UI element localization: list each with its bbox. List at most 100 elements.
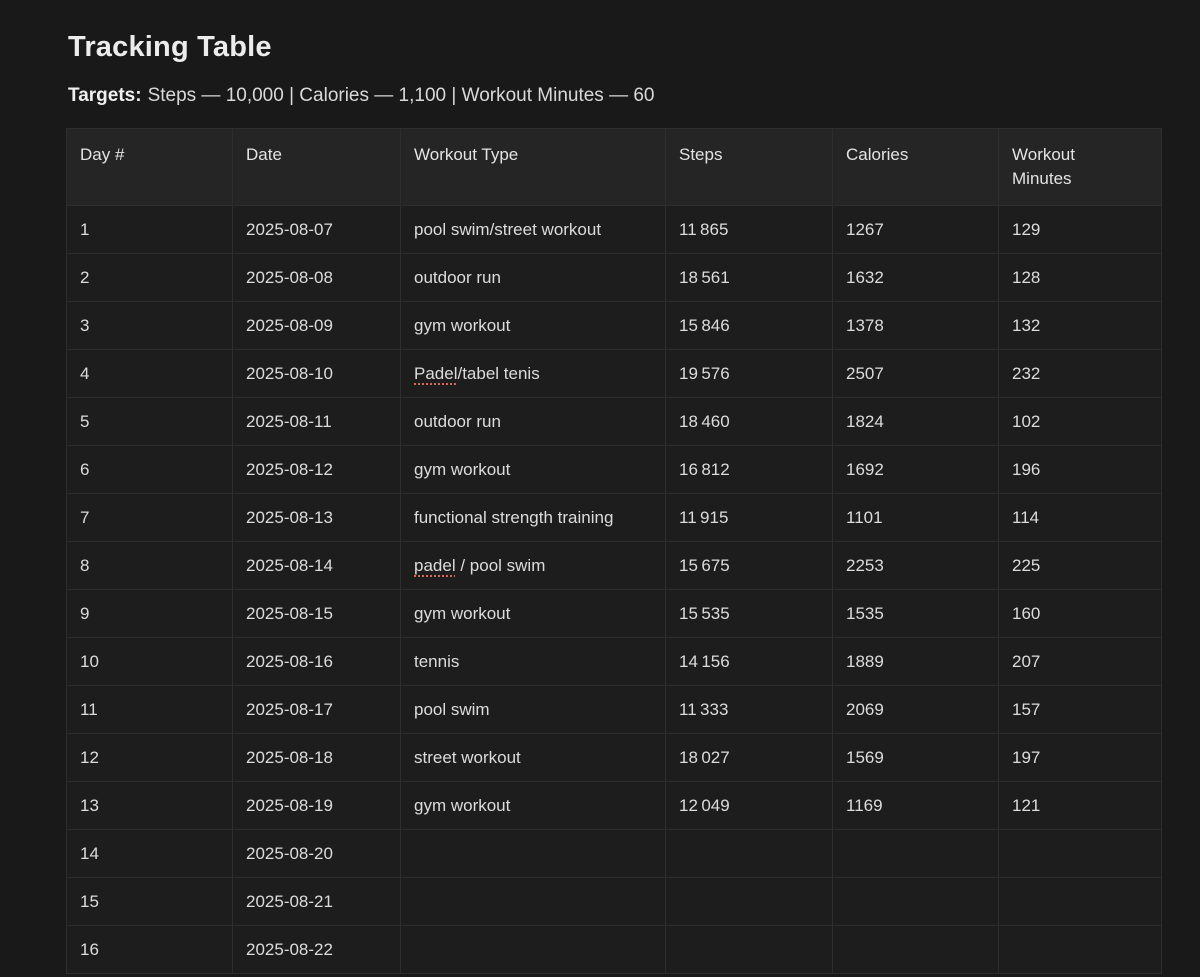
cell-date[interactable]: 2025-08-14 — [232, 541, 401, 590]
cell-workout-type[interactable]: gym workout — [400, 781, 666, 830]
cell-calories[interactable]: 2069 — [832, 685, 999, 734]
cell-workout-minutes[interactable] — [998, 925, 1162, 974]
column-header-calories[interactable]: Calories — [832, 128, 999, 206]
cell-workout-type[interactable]: pool swim — [400, 685, 666, 734]
cell-day[interactable]: 8 — [66, 541, 233, 590]
cell-calories[interactable]: 1267 — [832, 205, 999, 254]
cell-workout-minutes[interactable] — [998, 877, 1162, 926]
cell-day[interactable]: 11 — [66, 685, 233, 734]
cell-steps[interactable]: 16 812 — [665, 445, 833, 494]
cell-workout-minutes[interactable]: 207 — [998, 637, 1162, 686]
cell-date[interactable]: 2025-08-12 — [232, 445, 401, 494]
cell-workout-type[interactable]: Padel/tabel tenis — [400, 349, 666, 398]
cell-workout-minutes[interactable]: 128 — [998, 253, 1162, 302]
cell-workout-minutes[interactable]: 197 — [998, 733, 1162, 782]
cell-date[interactable]: 2025-08-08 — [232, 253, 401, 302]
column-header-workout-minutes[interactable]: Workout Minutes — [998, 128, 1162, 206]
cell-day[interactable]: 7 — [66, 493, 233, 542]
cell-workout-type[interactable] — [400, 829, 666, 878]
cell-date[interactable]: 2025-08-16 — [232, 637, 401, 686]
cell-date[interactable]: 2025-08-09 — [232, 301, 401, 350]
cell-steps[interactable]: 11 915 — [665, 493, 833, 542]
cell-date[interactable]: 2025-08-19 — [232, 781, 401, 830]
cell-day[interactable]: 3 — [66, 301, 233, 350]
cell-steps[interactable]: 18 460 — [665, 397, 833, 446]
cell-steps[interactable]: 15 675 — [665, 541, 833, 590]
cell-steps[interactable]: 14 156 — [665, 637, 833, 686]
cell-calories[interactable] — [832, 925, 999, 974]
cell-day[interactable]: 2 — [66, 253, 233, 302]
cell-date[interactable]: 2025-08-13 — [232, 493, 401, 542]
cell-steps[interactable]: 12 049 — [665, 781, 833, 830]
cell-date[interactable]: 2025-08-22 — [232, 925, 401, 974]
cell-date[interactable]: 2025-08-20 — [232, 829, 401, 878]
cell-day[interactable]: 16 — [66, 925, 233, 974]
cell-day[interactable]: 14 — [66, 829, 233, 878]
cell-workout-minutes[interactable]: 157 — [998, 685, 1162, 734]
cell-calories[interactable] — [832, 877, 999, 926]
column-header-date[interactable]: Date — [232, 128, 401, 206]
cell-day[interactable]: 6 — [66, 445, 233, 494]
cell-workout-type[interactable]: outdoor run — [400, 397, 666, 446]
cell-calories[interactable]: 1889 — [832, 637, 999, 686]
cell-date[interactable]: 2025-08-17 — [232, 685, 401, 734]
cell-workout-minutes[interactable]: 121 — [998, 781, 1162, 830]
cell-workout-type[interactable]: padel / pool swim — [400, 541, 666, 590]
cell-workout-type[interactable]: functional strength training — [400, 493, 666, 542]
cell-steps[interactable]: 19 576 — [665, 349, 833, 398]
cell-calories[interactable]: 1169 — [832, 781, 999, 830]
cell-steps[interactable] — [665, 829, 833, 878]
cell-calories[interactable]: 1692 — [832, 445, 999, 494]
cell-date[interactable]: 2025-08-21 — [232, 877, 401, 926]
column-header-day[interactable]: Day # — [66, 128, 233, 206]
column-header-workout-type[interactable]: Workout Type — [400, 128, 666, 206]
cell-date[interactable]: 2025-08-07 — [232, 205, 401, 254]
cell-calories[interactable]: 1824 — [832, 397, 999, 446]
cell-calories[interactable]: 1101 — [832, 493, 999, 542]
cell-workout-type[interactable]: gym workout — [400, 589, 666, 638]
cell-day[interactable]: 10 — [66, 637, 233, 686]
cell-calories[interactable]: 1378 — [832, 301, 999, 350]
cell-date[interactable]: 2025-08-11 — [232, 397, 401, 446]
cell-workout-type[interactable]: tennis — [400, 637, 666, 686]
cell-workout-minutes[interactable]: 196 — [998, 445, 1162, 494]
cell-calories[interactable]: 2507 — [832, 349, 999, 398]
column-header-steps[interactable]: Steps — [665, 128, 833, 206]
cell-date[interactable]: 2025-08-18 — [232, 733, 401, 782]
cell-workout-type[interactable]: outdoor run — [400, 253, 666, 302]
cell-day[interactable]: 13 — [66, 781, 233, 830]
cell-day[interactable]: 1 — [66, 205, 233, 254]
cell-workout-minutes[interactable]: 114 — [998, 493, 1162, 542]
cell-workout-type[interactable]: gym workout — [400, 301, 666, 350]
cell-date[interactable]: 2025-08-10 — [232, 349, 401, 398]
cell-workout-type[interactable]: gym workout — [400, 445, 666, 494]
cell-day[interactable]: 5 — [66, 397, 233, 446]
cell-steps[interactable] — [665, 877, 833, 926]
cell-workout-minutes[interactable]: 132 — [998, 301, 1162, 350]
cell-date[interactable]: 2025-08-15 — [232, 589, 401, 638]
cell-workout-type[interactable] — [400, 877, 666, 926]
cell-workout-minutes[interactable]: 225 — [998, 541, 1162, 590]
cell-steps[interactable]: 18 027 — [665, 733, 833, 782]
cell-workout-minutes[interactable]: 160 — [998, 589, 1162, 638]
cell-calories[interactable]: 2253 — [832, 541, 999, 590]
cell-day[interactable]: 12 — [66, 733, 233, 782]
cell-workout-type[interactable]: street workout — [400, 733, 666, 782]
cell-steps[interactable]: 18 561 — [665, 253, 833, 302]
cell-steps[interactable]: 11 333 — [665, 685, 833, 734]
cell-workout-minutes[interactable]: 129 — [998, 205, 1162, 254]
cell-calories[interactable]: 1569 — [832, 733, 999, 782]
cell-steps[interactable]: 11 865 — [665, 205, 833, 254]
cell-calories[interactable]: 1535 — [832, 589, 999, 638]
cell-day[interactable]: 9 — [66, 589, 233, 638]
cell-workout-minutes[interactable] — [998, 829, 1162, 878]
cell-day[interactable]: 4 — [66, 349, 233, 398]
cell-workout-type[interactable] — [400, 925, 666, 974]
cell-day[interactable]: 15 — [66, 877, 233, 926]
cell-calories[interactable] — [832, 829, 999, 878]
cell-workout-type[interactable]: pool swim/street workout — [400, 205, 666, 254]
cell-steps[interactable] — [665, 925, 833, 974]
cell-calories[interactable]: 1632 — [832, 253, 999, 302]
cell-workout-minutes[interactable]: 232 — [998, 349, 1162, 398]
cell-steps[interactable]: 15 535 — [665, 589, 833, 638]
